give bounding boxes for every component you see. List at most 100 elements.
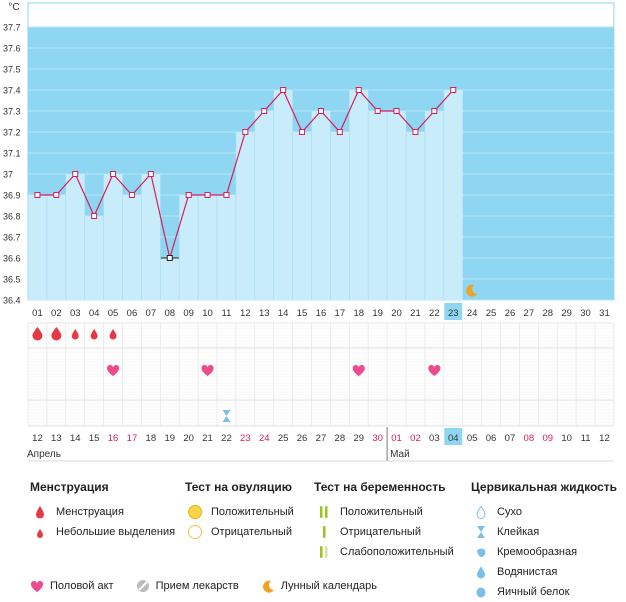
y-tick-label: 36.4 xyxy=(3,296,21,306)
cycle-day-label: 13 xyxy=(259,308,270,319)
y-tick-label: 37.2 xyxy=(3,128,21,138)
temperature-bar xyxy=(122,195,142,300)
small-drop-icon xyxy=(90,329,98,340)
date-label: 12 xyxy=(599,433,610,444)
date-label: 18 xyxy=(146,433,157,444)
cycle-day-label: 23 xyxy=(448,308,459,319)
date-label: 01 xyxy=(391,433,402,444)
date-label: 13 xyxy=(51,433,62,444)
cycle-day-label: 19 xyxy=(372,308,383,319)
negative-circle-icon xyxy=(185,524,205,540)
temperature-bar xyxy=(217,195,236,300)
large-drop-icon xyxy=(51,327,62,341)
legend-item: Слабоположительный xyxy=(314,542,454,562)
y-tick-label: 36.8 xyxy=(3,212,21,222)
date-label: 10 xyxy=(561,433,572,444)
heart-icon xyxy=(352,364,365,376)
faint-stripe-icon xyxy=(314,545,334,559)
date-label: 14 xyxy=(70,433,81,444)
temperature-bar xyxy=(65,174,85,300)
temperature-bar xyxy=(330,132,350,300)
cycle-day-label: 20 xyxy=(391,308,402,319)
cycle-day-label: 07 xyxy=(146,308,157,319)
y-tick-label: 37.3 xyxy=(3,107,21,117)
cycle-day-label: 10 xyxy=(202,308,213,319)
date-label: 22 xyxy=(221,433,232,444)
temperature-bar xyxy=(46,195,66,300)
cycle-day-label: 25 xyxy=(486,308,497,319)
temperature-point xyxy=(185,192,192,198)
legend-label: Положительный xyxy=(211,506,294,518)
legend-bottom: Половой акт Прием лекарств Лунный календ… xyxy=(30,579,399,593)
legend-label: Яичный белок xyxy=(497,586,570,598)
cycle-day-label: 02 xyxy=(51,308,62,319)
legend-item: Положительный xyxy=(185,502,294,522)
date-label: 04 xyxy=(448,433,459,444)
y-tick-label: 37.4 xyxy=(3,86,21,96)
legend-item: Небольшие выделения xyxy=(30,522,175,542)
cycle-day-label: 28 xyxy=(542,308,553,319)
cycle-day-label: 18 xyxy=(353,308,364,319)
temperature-point xyxy=(450,87,457,93)
y-tick-label: 37 xyxy=(3,170,13,180)
cycle-day-label: 27 xyxy=(524,308,535,319)
current-day-highlight xyxy=(444,303,463,320)
y-tick-label: 36.7 xyxy=(3,233,21,243)
cycle-day-label: 26 xyxy=(505,308,516,319)
heart-icon xyxy=(107,364,120,376)
legend-item: Водянистая xyxy=(471,562,617,582)
temperature-point xyxy=(166,255,173,261)
temperature-point xyxy=(336,129,343,135)
heart-icon xyxy=(30,580,44,592)
legend-item: Сухо xyxy=(471,502,617,522)
date-label: 07 xyxy=(505,433,516,444)
cycle-day-label: 24 xyxy=(467,308,478,319)
legend-item: Кремообразная xyxy=(471,542,617,562)
legend-pregnancy: Тест на беременность Положительный Отриц… xyxy=(314,480,454,562)
cycle-day-label: 30 xyxy=(580,308,591,319)
temperature-bar xyxy=(28,195,47,300)
date-label: 21 xyxy=(202,433,213,444)
watery-drop-icon xyxy=(471,565,491,579)
temperature-point xyxy=(431,108,438,114)
cycle-day-label: 16 xyxy=(316,308,327,319)
sticky-hourglass-icon xyxy=(471,525,491,539)
temperature-point xyxy=(317,108,324,114)
temperature-bar xyxy=(311,111,331,300)
legend-label: Менструация xyxy=(56,506,124,518)
legend-label: Клейкая xyxy=(497,526,540,538)
date-label: 16 xyxy=(108,433,119,444)
legend-label: Прием лекарств xyxy=(155,580,239,592)
date-label: 19 xyxy=(164,433,175,444)
date-label: 09 xyxy=(542,433,553,444)
legend-label: Лунный календарь xyxy=(280,580,377,592)
cycle-day-label: 17 xyxy=(335,308,346,319)
temperature-bar xyxy=(235,132,255,300)
small-drop-icon xyxy=(30,525,50,539)
y-tick-label: 37.6 xyxy=(3,44,21,54)
cycle-day-label: 04 xyxy=(89,308,100,319)
date-label: 27 xyxy=(316,433,327,444)
date-label: 30 xyxy=(372,433,383,444)
y-tick-label: 37.1 xyxy=(3,149,21,159)
temperature-point xyxy=(261,108,268,114)
date-label: 06 xyxy=(486,433,497,444)
temperature-bar xyxy=(368,111,388,300)
y-tick-label: 36.9 xyxy=(3,191,21,201)
legend-item: Клейкая xyxy=(471,522,617,542)
y-tick-label: 37.5 xyxy=(3,65,21,75)
temperature-point xyxy=(393,108,400,114)
moon-icon xyxy=(466,284,478,297)
temperature-bar xyxy=(406,132,425,300)
temperature-point xyxy=(204,192,211,198)
legend-item: Лунный календарь xyxy=(261,579,377,593)
date-label: 12 xyxy=(32,433,43,444)
large-drop-icon xyxy=(32,327,43,341)
date-label: 11 xyxy=(581,433,591,444)
egg-white-icon xyxy=(471,585,491,599)
legend-menstruation: Менструация Менструация Небольшие выделе… xyxy=(30,480,175,542)
legend-title: Тест на беременность xyxy=(314,480,446,494)
date-label: 28 xyxy=(335,433,346,444)
legend-title: Цервикальная жидкость xyxy=(471,480,618,494)
legend-cervical: Цервикальная жидкость Сухо Клейкая Кремо… xyxy=(471,480,617,602)
